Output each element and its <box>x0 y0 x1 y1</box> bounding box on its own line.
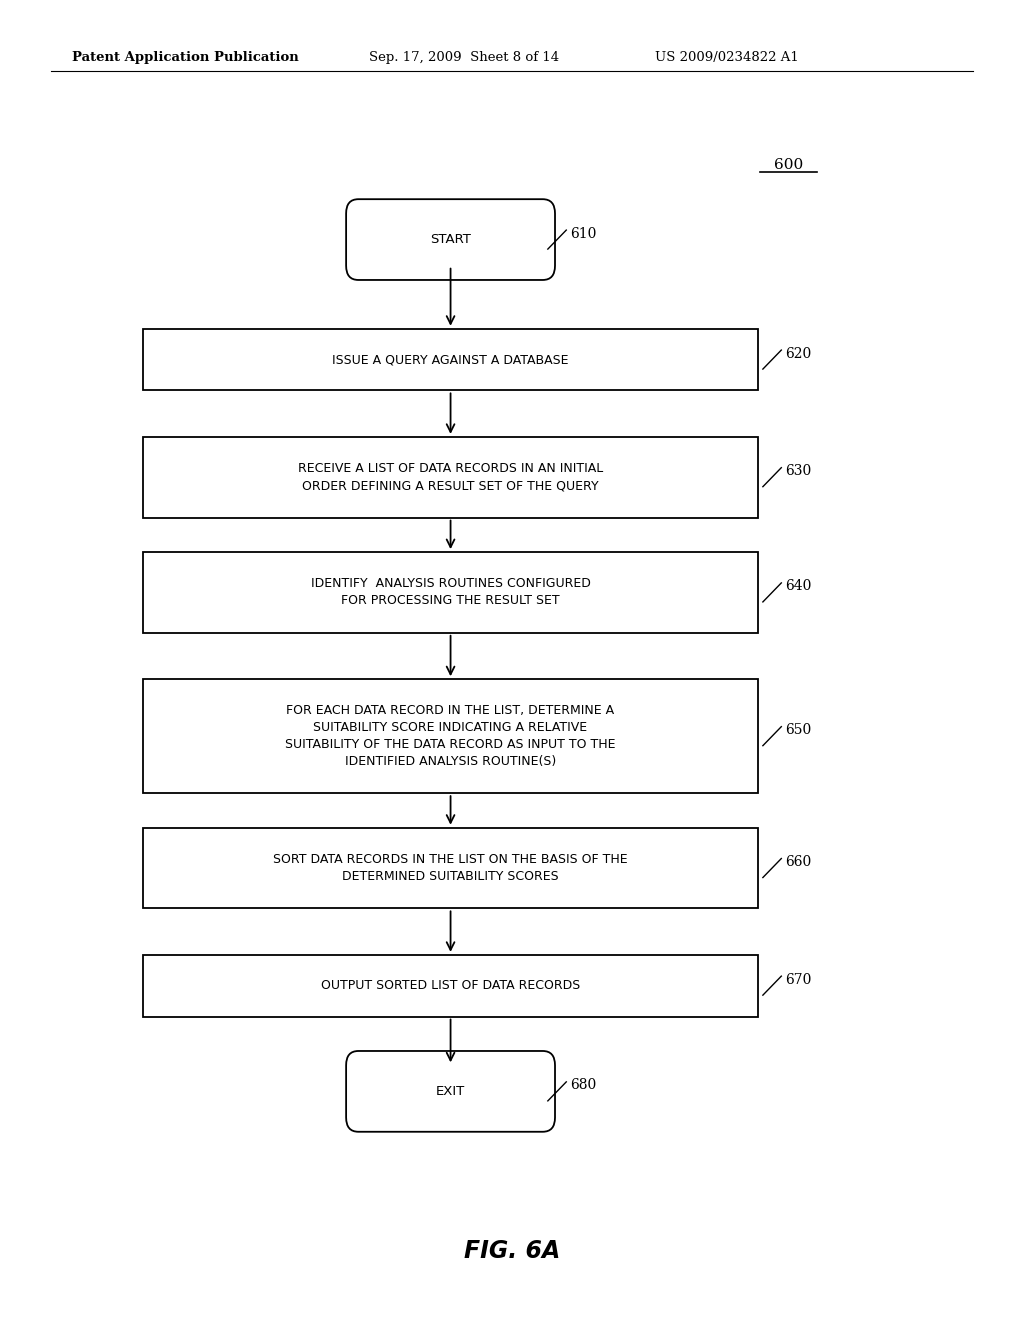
Text: 680: 680 <box>570 1078 597 1093</box>
Bar <box>143 678 758 793</box>
Text: 660: 660 <box>785 855 812 869</box>
Text: ISSUE A QUERY AGAINST A DATABASE: ISSUE A QUERY AGAINST A DATABASE <box>333 352 568 366</box>
Text: FOR EACH DATA RECORD IN THE LIST, DETERMINE A
SUITABILITY SCORE INDICATING A REL: FOR EACH DATA RECORD IN THE LIST, DETERM… <box>286 704 615 768</box>
Text: START: START <box>430 234 471 246</box>
Text: Sep. 17, 2009  Sheet 8 of 14: Sep. 17, 2009 Sheet 8 of 14 <box>369 50 559 63</box>
Text: 600: 600 <box>774 158 803 172</box>
Bar <box>143 552 758 632</box>
Bar <box>143 329 758 391</box>
Text: 640: 640 <box>785 579 812 594</box>
Text: 620: 620 <box>785 347 812 360</box>
Bar <box>143 828 758 908</box>
Text: RECEIVE A LIST OF DATA RECORDS IN AN INITIAL
ORDER DEFINING A RESULT SET OF THE : RECEIVE A LIST OF DATA RECORDS IN AN INI… <box>298 462 603 492</box>
FancyBboxPatch shape <box>346 1051 555 1131</box>
Text: FIG. 6A: FIG. 6A <box>464 1239 560 1263</box>
Text: IDENTIFY  ANALYSIS ROUTINES CONFIGURED
FOR PROCESSING THE RESULT SET: IDENTIFY ANALYSIS ROUTINES CONFIGURED FO… <box>310 577 591 607</box>
Text: OUTPUT SORTED LIST OF DATA RECORDS: OUTPUT SORTED LIST OF DATA RECORDS <box>321 979 581 993</box>
Text: 610: 610 <box>570 227 597 240</box>
Text: Patent Application Publication: Patent Application Publication <box>72 50 298 63</box>
Text: 650: 650 <box>785 723 812 738</box>
FancyBboxPatch shape <box>346 199 555 280</box>
Text: 670: 670 <box>785 973 812 987</box>
Bar <box>143 437 758 517</box>
Text: 630: 630 <box>785 465 812 478</box>
Text: SORT DATA RECORDS IN THE LIST ON THE BASIS OF THE
DETERMINED SUITABILITY SCORES: SORT DATA RECORDS IN THE LIST ON THE BAS… <box>273 853 628 883</box>
Text: US 2009/0234822 A1: US 2009/0234822 A1 <box>655 50 799 63</box>
Bar <box>143 954 758 1016</box>
Text: EXIT: EXIT <box>436 1085 465 1098</box>
